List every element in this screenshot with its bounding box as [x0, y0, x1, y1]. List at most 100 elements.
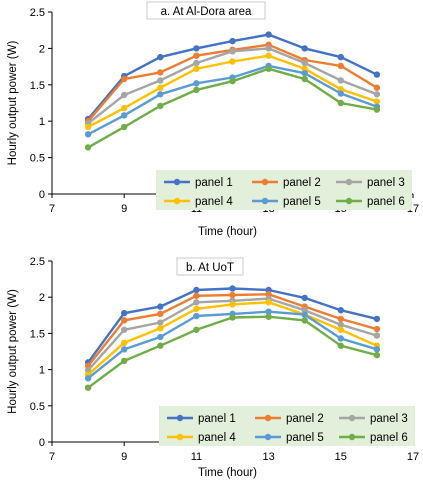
data-point [337, 307, 344, 314]
data-point [121, 309, 128, 317]
legend-swatch-marker [348, 414, 356, 422]
y-tick-label: 2.5 [30, 7, 45, 19]
legend-label: panel 5 [283, 196, 321, 208]
data-point [193, 326, 200, 333]
legend-swatch-marker [261, 178, 269, 186]
legend-entry: panel 4 [164, 196, 233, 208]
data-point [337, 326, 344, 333]
legend-swatch-marker [176, 414, 184, 422]
data-point [265, 313, 272, 320]
data-point [157, 102, 164, 110]
legend-entry: panel 1 [164, 177, 233, 189]
series-group [84, 31, 381, 151]
y-tick-label: 0.5 [30, 401, 45, 413]
legend-entry: panel 3 [339, 413, 408, 425]
data-point [84, 375, 92, 382]
legend-label: panel 2 [286, 413, 324, 425]
legend-swatch-marker [264, 414, 272, 422]
data-point [373, 351, 381, 359]
legend-swatch-marker [261, 197, 269, 205]
data-point [157, 325, 164, 332]
data-point [121, 75, 128, 83]
data-point [193, 59, 200, 67]
data-point [84, 131, 92, 138]
series-6 [84, 65, 381, 151]
data-point [121, 346, 128, 353]
legend-entry: panel 1 [167, 413, 236, 425]
data-point [373, 71, 381, 78]
data-point [229, 291, 236, 299]
data-point [229, 37, 236, 45]
data-point [337, 342, 344, 349]
x-tick-label: 9 [121, 451, 127, 463]
data-point [337, 315, 344, 323]
data-point [157, 77, 164, 84]
legend-entry: panel 6 [336, 196, 405, 208]
data-point [373, 332, 381, 339]
data-point [193, 292, 200, 299]
y-tick-label: 2.5 [30, 256, 45, 268]
data-point [157, 310, 164, 318]
x-tick-label: 7 [49, 451, 55, 463]
data-point [337, 77, 344, 84]
data-point [193, 312, 200, 320]
data-point [157, 303, 164, 310]
data-point [193, 86, 200, 94]
y-tick-label: 1.5 [30, 80, 45, 92]
x-tick-label: 11 [191, 451, 202, 463]
data-point [301, 294, 308, 302]
legend-box [159, 406, 415, 446]
data-point [157, 69, 164, 76]
data-point [157, 319, 164, 326]
y-tick-label: 1 [39, 365, 45, 377]
data-point [265, 31, 272, 38]
y-tick-label: 2 [39, 292, 45, 304]
legend-label: panel 4 [195, 196, 233, 208]
data-point [193, 286, 200, 294]
data-point [121, 112, 128, 119]
data-point [121, 339, 128, 347]
data-point [373, 315, 381, 323]
data-point [193, 80, 200, 87]
legend-label: panel 3 [367, 177, 405, 189]
data-point [337, 99, 344, 107]
chart-title-box [176, 257, 244, 276]
data-point [121, 91, 128, 99]
data-point [193, 45, 200, 52]
data-point [121, 123, 128, 131]
x-tick-label: 15 [335, 451, 347, 463]
data-point [337, 53, 344, 61]
legend-swatch-marker [348, 433, 356, 441]
data-point [121, 317, 128, 324]
data-point [337, 321, 344, 328]
legend: panel 1 panel 2 panel 3 panel 4 panel 5 panel… [159, 406, 415, 446]
legend-swatch-marker [264, 433, 272, 441]
legend-label: panel 6 [367, 196, 405, 208]
legend-swatch-marker [176, 433, 184, 441]
data-point [301, 59, 308, 67]
x-tick-label: 9 [121, 203, 127, 215]
data-point [193, 52, 200, 59]
data-point [157, 53, 164, 61]
data-point [373, 84, 381, 91]
data-point [84, 123, 92, 131]
data-point [121, 357, 128, 365]
data-point [265, 65, 272, 72]
x-axis-title: Time (hour) [198, 467, 257, 479]
legend-swatch-marker [173, 197, 181, 205]
data-point [157, 91, 164, 98]
legend: panel 1 panel 2 panel 3 panel 4 panel 5 panel… [156, 170, 412, 210]
legend-swatch-marker [345, 197, 353, 205]
legend-swatch-marker [173, 178, 181, 186]
series-group [84, 285, 381, 391]
data-point [229, 48, 236, 55]
legend-entry: panel 6 [339, 432, 408, 444]
chart-title: a. At Al-Dora area [161, 6, 252, 18]
legend-label: panel 1 [195, 177, 233, 189]
data-point [301, 311, 308, 318]
legend-label: panel 2 [283, 177, 321, 189]
data-point [301, 317, 308, 324]
x-tick-label: 17 [407, 451, 419, 463]
data-point [337, 90, 344, 97]
data-point [157, 84, 164, 91]
